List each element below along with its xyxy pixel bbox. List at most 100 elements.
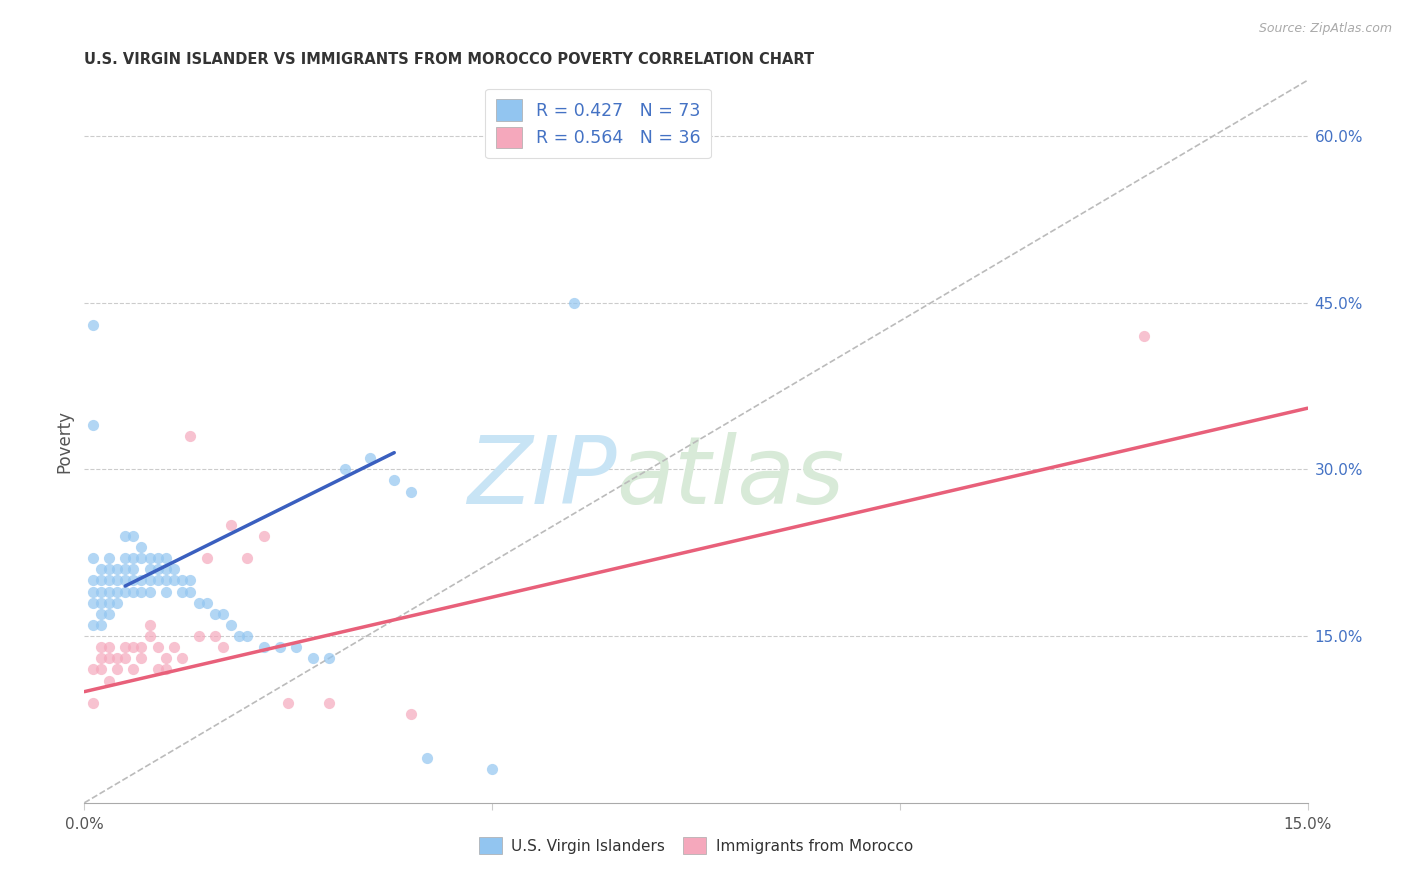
Point bbox=[269, 640, 291, 655]
Point bbox=[138, 562, 160, 576]
Point bbox=[82, 574, 104, 588]
Point bbox=[97, 651, 120, 665]
Point bbox=[155, 651, 177, 665]
Point bbox=[97, 584, 120, 599]
Point bbox=[146, 562, 169, 576]
Point bbox=[131, 640, 153, 655]
Point bbox=[82, 696, 104, 710]
Point bbox=[122, 584, 145, 599]
Point bbox=[97, 607, 120, 621]
Point bbox=[122, 562, 145, 576]
Point bbox=[1133, 329, 1156, 343]
Point bbox=[122, 662, 145, 676]
Point bbox=[318, 651, 340, 665]
Point bbox=[122, 640, 145, 655]
Point bbox=[122, 529, 145, 543]
Point bbox=[82, 662, 104, 676]
Point bbox=[399, 484, 422, 499]
Point bbox=[105, 562, 128, 576]
Point bbox=[82, 596, 104, 610]
Point bbox=[97, 551, 120, 566]
Point bbox=[212, 607, 235, 621]
Point bbox=[146, 640, 169, 655]
Point bbox=[97, 562, 120, 576]
Point bbox=[90, 618, 112, 632]
Point bbox=[90, 640, 112, 655]
Point bbox=[285, 640, 308, 655]
Point bbox=[204, 607, 226, 621]
Y-axis label: Poverty: Poverty bbox=[55, 410, 73, 473]
Point bbox=[90, 607, 112, 621]
Point bbox=[179, 429, 201, 443]
Text: ZIP: ZIP bbox=[467, 432, 616, 524]
Point bbox=[138, 629, 160, 643]
Point bbox=[114, 562, 136, 576]
Point bbox=[97, 673, 120, 688]
Point bbox=[277, 696, 299, 710]
Point bbox=[172, 584, 194, 599]
Point bbox=[105, 662, 128, 676]
Point bbox=[179, 574, 201, 588]
Point bbox=[187, 596, 209, 610]
Point bbox=[253, 529, 276, 543]
Point bbox=[131, 651, 153, 665]
Point bbox=[359, 451, 381, 466]
Point bbox=[114, 574, 136, 588]
Point bbox=[105, 574, 128, 588]
Point bbox=[131, 584, 153, 599]
Point bbox=[382, 474, 405, 488]
Text: atlas: atlas bbox=[616, 432, 845, 524]
Point bbox=[82, 417, 104, 432]
Point bbox=[90, 562, 112, 576]
Point bbox=[187, 629, 209, 643]
Point bbox=[114, 551, 136, 566]
Point bbox=[114, 529, 136, 543]
Point bbox=[131, 551, 153, 566]
Point bbox=[90, 662, 112, 676]
Point bbox=[105, 596, 128, 610]
Point bbox=[90, 651, 112, 665]
Point bbox=[172, 651, 194, 665]
Point bbox=[219, 618, 242, 632]
Point bbox=[82, 551, 104, 566]
Point bbox=[97, 574, 120, 588]
Point bbox=[155, 584, 177, 599]
Text: U.S. VIRGIN ISLANDER VS IMMIGRANTS FROM MOROCCO POVERTY CORRELATION CHART: U.S. VIRGIN ISLANDER VS IMMIGRANTS FROM … bbox=[84, 52, 814, 67]
Point bbox=[114, 584, 136, 599]
Point bbox=[146, 662, 169, 676]
Point bbox=[105, 651, 128, 665]
Point bbox=[204, 629, 226, 643]
Point bbox=[155, 574, 177, 588]
Point bbox=[82, 584, 104, 599]
Point bbox=[122, 551, 145, 566]
Point bbox=[399, 706, 422, 721]
Point bbox=[318, 696, 340, 710]
Point bbox=[82, 618, 104, 632]
Point bbox=[195, 596, 218, 610]
Point bbox=[131, 574, 153, 588]
Point bbox=[131, 540, 153, 554]
Legend: U.S. Virgin Islanders, Immigrants from Morocco: U.S. Virgin Islanders, Immigrants from M… bbox=[472, 831, 920, 860]
Point bbox=[138, 618, 160, 632]
Point bbox=[90, 584, 112, 599]
Point bbox=[228, 629, 250, 643]
Point bbox=[236, 629, 259, 643]
Point bbox=[172, 574, 194, 588]
Point bbox=[219, 517, 242, 532]
Point bbox=[122, 574, 145, 588]
Point bbox=[481, 763, 503, 777]
Text: Source: ZipAtlas.com: Source: ZipAtlas.com bbox=[1258, 22, 1392, 36]
Point bbox=[195, 551, 218, 566]
Point bbox=[105, 584, 128, 599]
Point bbox=[301, 651, 323, 665]
Point bbox=[138, 551, 160, 566]
Point bbox=[82, 318, 104, 332]
Point bbox=[155, 551, 177, 566]
Point bbox=[163, 574, 186, 588]
Point bbox=[253, 640, 276, 655]
Point bbox=[90, 574, 112, 588]
Point bbox=[212, 640, 235, 655]
Point bbox=[179, 584, 201, 599]
Point bbox=[146, 551, 169, 566]
Point bbox=[155, 562, 177, 576]
